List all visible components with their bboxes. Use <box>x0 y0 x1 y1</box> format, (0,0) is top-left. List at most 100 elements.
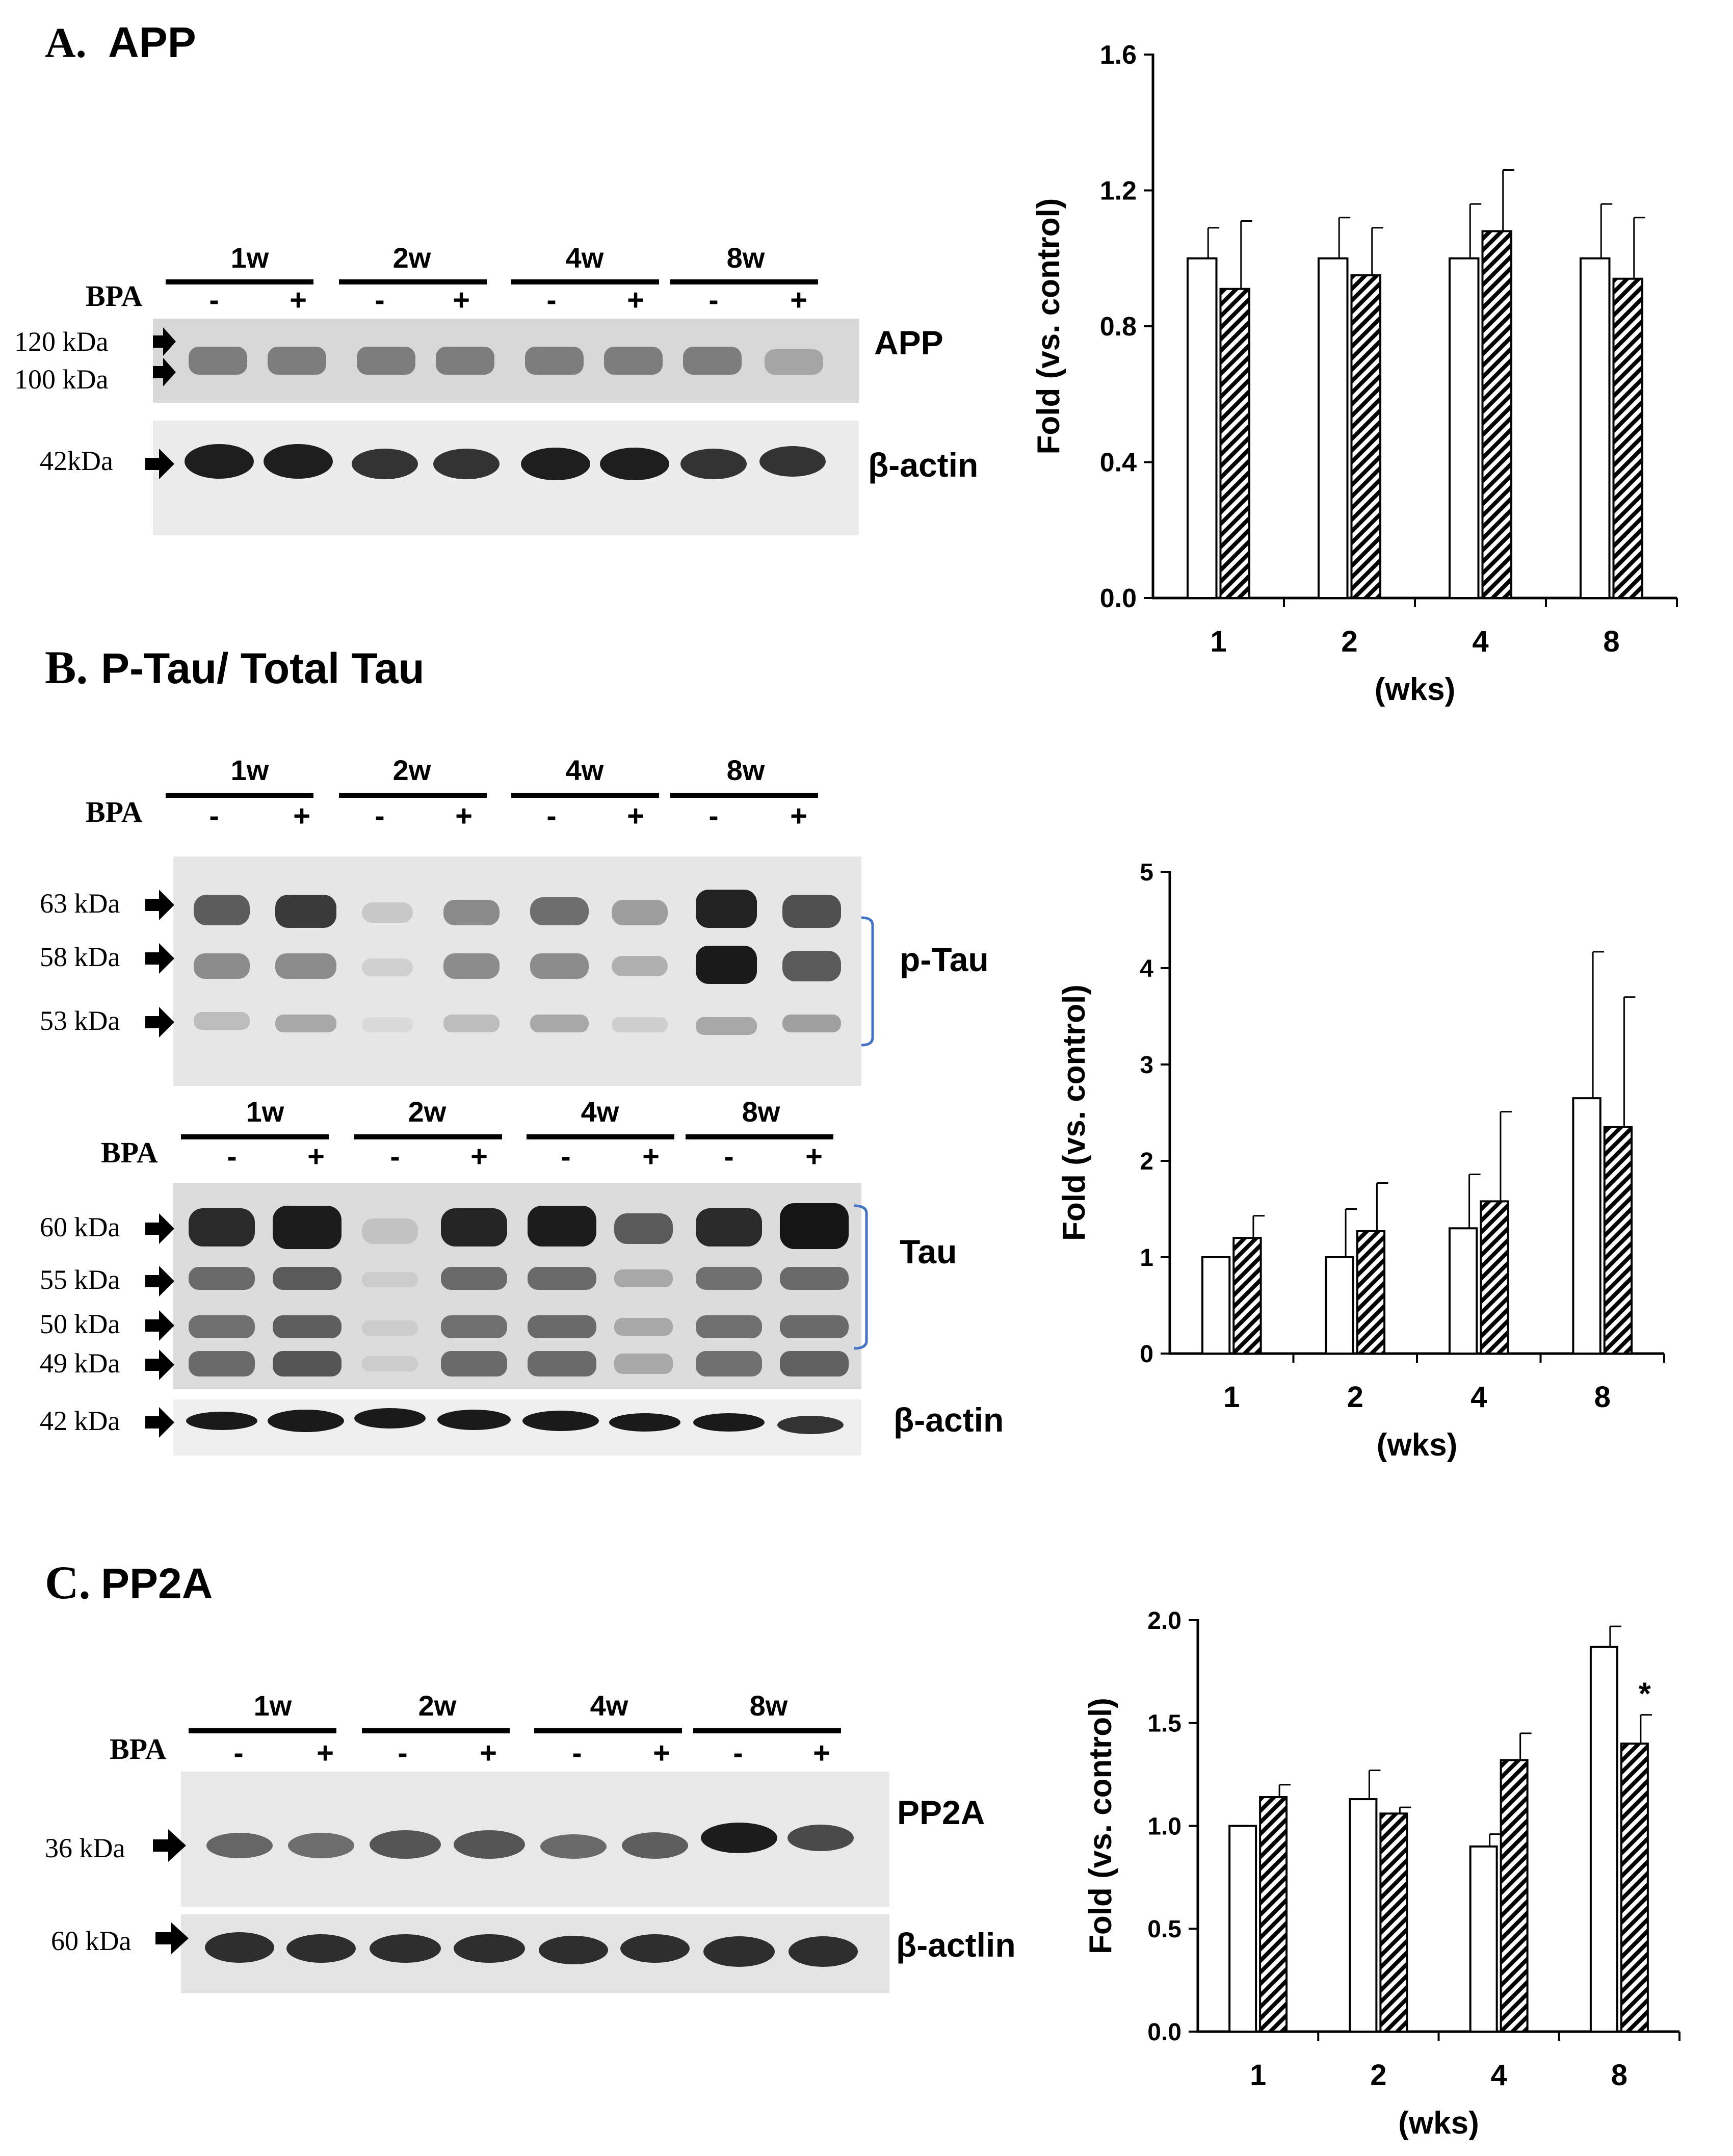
bpa-sign: + <box>307 1140 325 1173</box>
bpa-sign: + <box>317 1736 334 1770</box>
bar-bpa <box>1480 1200 1509 1355</box>
bpa-sign: + <box>790 799 807 833</box>
blot-a-proteins: APP β-actin <box>868 324 978 484</box>
bpa-sign: - <box>375 283 384 317</box>
blot-b2-proteins: Tau β-actin <box>894 1233 1004 1439</box>
arrow-right-icon <box>145 890 174 920</box>
panel-c-heading: PP2A <box>101 1560 213 1607</box>
marker-arrow-icons <box>153 1829 189 1955</box>
panel-a-title: A. APP <box>45 18 196 67</box>
bar-bpa <box>1356 1230 1386 1355</box>
bpa-sign: + <box>455 799 472 833</box>
week-label: 8w <box>742 1096 780 1128</box>
week-label: 1w <box>254 1690 292 1722</box>
arrow-right-icon <box>145 449 174 479</box>
bpa-sign: + <box>653 1736 670 1770</box>
bpa-sign: + <box>480 1736 497 1770</box>
bpa-sign: - <box>546 283 556 317</box>
bpa-sign: + <box>642 1140 660 1173</box>
mw-marker: 63 kDa <box>40 888 120 919</box>
mw-marker: 36 kDa <box>45 1833 125 1863</box>
blot-c: 1w 2w 4w 8w BPA - + - + - + - + <box>45 1690 1016 1993</box>
panel-a-letter: A. <box>45 19 87 67</box>
y-axis-label: Fold (vs. control) <box>1031 198 1066 455</box>
mw-marker: 55 kDa <box>40 1264 120 1295</box>
bpa-label: BPA <box>86 795 143 828</box>
blot-c-signs: - + - + - + - + <box>233 1736 830 1770</box>
blot-b-ptau: 1w 2w 4w 8w BPA - + - + - + - + <box>40 754 989 1086</box>
y-tick-label: 1.6 <box>1100 40 1137 70</box>
blot-a: 1w 2w 4w 8w BPA - + - + - + - + <box>14 242 978 535</box>
week-label: 1w <box>246 1096 284 1128</box>
bpa-sign: - <box>209 283 219 317</box>
blot-a-markers: 120 kDa 100 kDa 42kDa <box>14 326 113 476</box>
bar-control <box>1228 1825 1257 2033</box>
y-tick-label: 0.5 <box>1147 1916 1181 1943</box>
bpa-sign: - <box>708 283 718 317</box>
y-tick-label: 1 <box>1140 1244 1153 1271</box>
blot-image <box>153 319 859 535</box>
protein-label: β-actin <box>868 446 978 484</box>
bpa-sign: - <box>209 799 219 833</box>
bar-control <box>1579 257 1611 599</box>
mw-marker: 42 kDa <box>40 1406 120 1436</box>
bpa-sign: + <box>293 799 310 833</box>
arrow-right-icon <box>145 1213 174 1244</box>
mw-marker: 53 kDa <box>40 1005 120 1036</box>
x-tick-label: 2 <box>1347 1381 1363 1414</box>
mw-marker: 50 kDa <box>40 1309 120 1339</box>
y-axis-label: Fold (vs. control) <box>1083 1698 1118 1954</box>
arrow-right-icon <box>145 1266 174 1296</box>
bpa-sign: - <box>227 1140 237 1173</box>
chart-app-fold: 0.0 0.4 0.8 1.2 1.6 1 2 4 8 (wks) Fold (vs. contro… <box>1031 40 1678 707</box>
week-label: 4w <box>581 1096 619 1128</box>
bpa-sign: - <box>546 799 556 833</box>
mw-marker: 100 kDa <box>14 364 108 395</box>
bpa-sign: + <box>627 283 644 317</box>
y-tick-label: 1.5 <box>1147 1710 1181 1737</box>
bar-control <box>1186 257 1218 599</box>
y-tick-label: 0.8 <box>1100 312 1137 342</box>
arrow-right-icon <box>153 1829 186 1862</box>
bpa-sign: - <box>390 1140 400 1173</box>
week-label: 1w <box>231 754 269 786</box>
x-tick-label: 4 <box>1472 625 1488 658</box>
week-label: 8w <box>750 1690 788 1722</box>
x-tick-label: 2 <box>1341 625 1357 658</box>
bpa-sign: - <box>572 1736 582 1770</box>
bar-bpa <box>1612 277 1644 599</box>
panel-b-title: B. P-Tau/ Total Tau <box>45 641 425 693</box>
protein-label: β-actlin <box>896 1926 1016 1964</box>
bpa-label: BPA <box>101 1136 158 1169</box>
significance-marker: * <box>1639 1677 1651 1712</box>
x-tick-label: 4 <box>1471 1381 1487 1414</box>
bpa-sign: + <box>813 1736 830 1770</box>
y-tick-label: 1.2 <box>1100 176 1137 206</box>
protein-label: PP2A <box>897 1794 985 1831</box>
week-label: 4w <box>566 242 604 274</box>
arrow-right-icon <box>145 1407 174 1438</box>
blot-c-markers: 36 kDa 60 kDa <box>45 1833 131 1956</box>
y-tick-label: 0.4 <box>1100 448 1137 478</box>
x-tick-label: 2 <box>1370 2059 1386 2092</box>
bar-bpa <box>1232 1237 1262 1355</box>
x-tick-label: 8 <box>1611 2059 1627 2092</box>
week-label: 8w <box>727 242 765 274</box>
blot-image <box>181 1772 889 1993</box>
ptau-band-53 <box>194 1012 841 1035</box>
marker-arrow-icons <box>145 890 174 1037</box>
bar-control <box>1572 1097 1601 1355</box>
x-axis-label: (wks) <box>1398 2106 1479 2141</box>
blot-b2-markers: 60 kDa 55 kDa 50 kDa 49 kDa 42 kDa <box>40 1212 120 1436</box>
bar-control <box>1349 1798 1378 2033</box>
bar-bpa <box>1379 1812 1408 2033</box>
ptau-bracket <box>861 916 874 1047</box>
tau-bracket <box>853 1204 868 1350</box>
bar-control <box>1317 257 1349 599</box>
blot-a-header: 1w 2w 4w 8w BPA - + - + - + - + <box>86 242 818 317</box>
marker-arrow-icons <box>145 327 176 479</box>
tau-bands <box>189 1203 849 1376</box>
bpa-sign: + <box>790 283 807 317</box>
y-tick-label: 0 <box>1140 1341 1153 1368</box>
